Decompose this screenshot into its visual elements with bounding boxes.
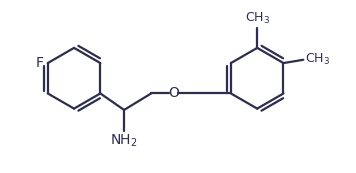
Text: F: F	[36, 56, 44, 70]
Text: CH$_3$: CH$_3$	[245, 11, 270, 26]
Text: CH$_3$: CH$_3$	[305, 52, 330, 67]
Text: O: O	[168, 86, 179, 101]
Text: NH$_2$: NH$_2$	[110, 133, 138, 149]
